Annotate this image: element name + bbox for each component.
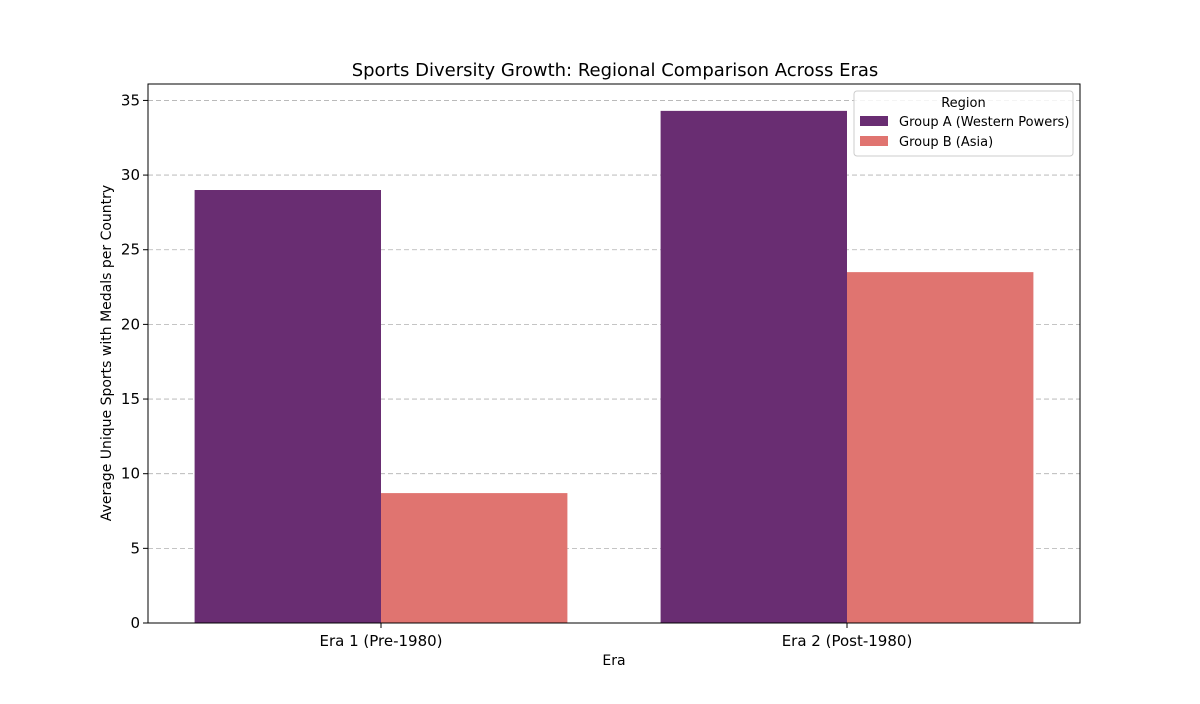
y-axis-ticks: 0 5 10 15 20 25 30 35 — [121, 91, 148, 632]
x-tick-label: Era 1 (Pre-1980) — [319, 632, 442, 650]
y-tick-label: 25 — [121, 241, 140, 259]
legend-swatch — [860, 116, 888, 126]
y-tick-label: 10 — [121, 465, 140, 483]
y-tick-label: 30 — [121, 166, 140, 184]
plot-area-frame — [147, 83, 1081, 624]
legend: Region Group A (Western Powers) Group B (A… — [853, 90, 1074, 157]
y-tick-label: 5 — [130, 539, 140, 557]
y-tick-label: 35 — [121, 91, 140, 109]
legend-title: Region — [941, 96, 986, 111]
bar — [847, 272, 1034, 623]
bar — [381, 493, 568, 623]
y-tick-label: 20 — [121, 315, 140, 333]
legend-frame — [853, 90, 1074, 157]
y-tick-label: 0 — [130, 614, 140, 632]
x-axis-ticks: Era 1 (Pre-1980) Era 2 (Post-1980) — [319, 623, 912, 650]
legend-swatch — [860, 136, 888, 146]
y-tick-label: 15 — [121, 390, 140, 408]
y-axis-label: Average Unique Sports with Medals per Co… — [99, 185, 115, 521]
legend-label: Group B (Asia) — [899, 135, 993, 150]
chart-title: Sports Diversity Growth: Regional Compar… — [352, 60, 879, 81]
bar — [194, 190, 381, 624]
bars — [194, 110, 1034, 624]
x-axis-label: Era — [602, 653, 625, 669]
x-tick-label: Era 2 (Post-1980) — [782, 632, 913, 650]
legend-label: Group A (Western Powers) — [899, 115, 1069, 130]
bar — [660, 110, 847, 623]
